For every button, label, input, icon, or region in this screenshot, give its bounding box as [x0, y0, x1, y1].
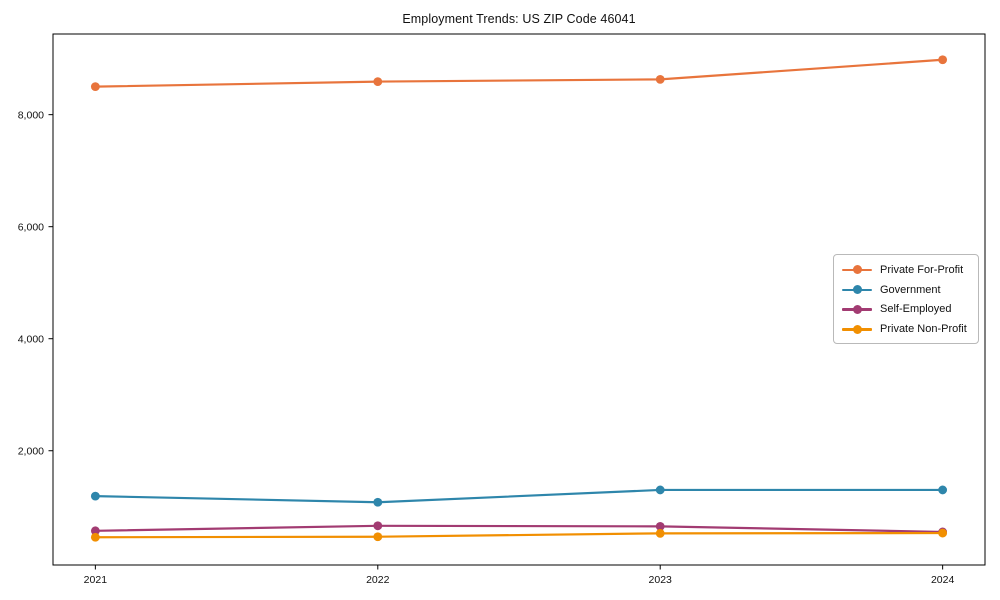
data-point-marker — [938, 485, 948, 495]
data-point-marker — [655, 74, 665, 84]
line-marker-icon — [842, 323, 872, 335]
series-line — [95, 488, 943, 504]
legend-label: Self-Employed — [880, 303, 952, 316]
legend-label: Government — [880, 283, 941, 296]
legend-item-government: Government — [842, 280, 970, 300]
data-point-marker — [373, 521, 383, 531]
data-point-marker — [90, 491, 100, 501]
legend-label: Private Non-Profit — [880, 323, 967, 336]
data-point-marker — [90, 526, 100, 536]
line-marker-icon — [842, 284, 872, 296]
legend: Private For-Profit Government Self-Emplo… — [833, 254, 979, 344]
series-line — [95, 58, 943, 88]
legend-label: Private For-Profit — [880, 263, 964, 276]
data-point-marker — [655, 521, 665, 531]
x-tick-label: 2022 — [366, 574, 390, 586]
data-point-marker — [655, 485, 665, 495]
data-point-marker — [90, 82, 100, 92]
line-marker-icon — [842, 303, 872, 315]
data-point-marker — [373, 532, 383, 542]
data-point-marker — [90, 532, 100, 542]
y-tick-label: 6,000 — [18, 221, 44, 233]
data-point-marker — [938, 55, 948, 65]
chart-title: Employment Trends: US ZIP Code 46041 — [402, 12, 636, 26]
data-point-marker — [938, 528, 948, 538]
legend-item-private-non-profit: Private Non-Profit — [842, 319, 970, 339]
axes-box — [52, 33, 986, 566]
y-tick-label: 2,000 — [18, 445, 44, 457]
x-tick-label: 2024 — [931, 574, 955, 586]
legend-item-private-for-profit: Private For-Profit — [842, 260, 970, 280]
line-marker-icon — [842, 264, 872, 276]
legend-item-self-employed: Self-Employed — [842, 300, 970, 320]
x-tick-label: 2021 — [84, 574, 108, 586]
y-tick-label: 4,000 — [18, 333, 44, 345]
data-point-marker — [655, 528, 665, 538]
series-line — [95, 531, 943, 539]
series-line — [95, 524, 943, 534]
y-tick-label: 8,000 — [18, 109, 44, 121]
data-point-marker — [373, 77, 383, 87]
x-tick-label: 2023 — [649, 574, 673, 586]
data-point-marker — [373, 497, 383, 507]
